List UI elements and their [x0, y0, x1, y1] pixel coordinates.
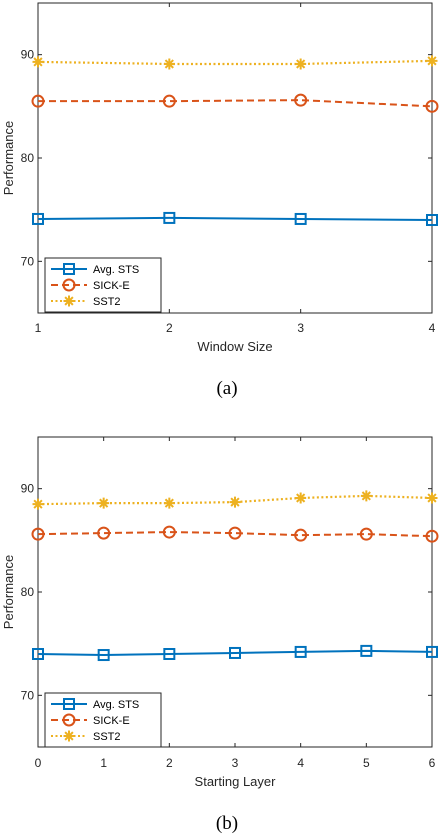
legend: Avg. STS SICK-E SST2	[44, 257, 162, 313]
series-avg-sts	[32, 644, 438, 662]
data-point	[162, 94, 176, 108]
legend-label: SICK-E	[93, 715, 130, 727]
legend-label: SST2	[93, 731, 121, 743]
y-axis-label: Performance	[1, 121, 16, 195]
data-point	[62, 713, 76, 727]
x-axis-label: Starting Layer	[195, 774, 277, 789]
x-tick-label: 3	[297, 321, 304, 335]
legend-label: SICK-E	[93, 280, 130, 292]
data-point	[426, 214, 438, 226]
legend-label: Avg. STS	[93, 699, 139, 711]
data-point	[294, 528, 308, 542]
x-tick-label: 5	[363, 756, 370, 770]
x-tick-label: 2	[166, 321, 173, 335]
series-sick-e	[31, 525, 439, 543]
data-point	[31, 527, 45, 541]
x-tick-label: 0	[35, 756, 42, 770]
chart-panel-a: 70 80 90 1 2 3 4 Window Size Performance Avg. STS…	[1, 2, 439, 399]
data-point	[163, 58, 175, 70]
y-tick-label: 80	[21, 151, 35, 165]
data-point	[32, 56, 44, 68]
data-point	[229, 646, 241, 659]
series-sst2	[32, 490, 438, 510]
data-point	[32, 212, 44, 225]
data-point	[163, 211, 176, 224]
data-point	[228, 526, 242, 540]
series-line	[37, 216, 433, 221]
series-line	[37, 649, 433, 657]
x-tick-label: 4	[297, 756, 304, 770]
chart-panel-b: 70 80 90 0 1 2 3 4 5 6 Starting Layer Performance Av…	[1, 436, 439, 834]
figure-caption: (a)	[216, 378, 237, 399]
data-point	[63, 263, 75, 275]
series-sst2	[32, 55, 438, 70]
y-tick-label: 90	[21, 482, 35, 496]
y-tick-label: 70	[21, 254, 35, 268]
legend: Avg. STS SICK-E SST2	[44, 692, 162, 748]
y-tick-label: 90	[21, 48, 35, 62]
figure-caption: (b)	[216, 813, 238, 834]
data-point	[360, 644, 373, 657]
x-tick-label: 1	[35, 321, 42, 335]
data-point	[163, 497, 175, 509]
x-tick-label: 3	[232, 756, 239, 770]
x-tick-label: 4	[429, 321, 436, 335]
data-point	[63, 698, 75, 710]
x-axis-label: Window Size	[197, 339, 272, 354]
data-point	[63, 295, 75, 307]
data-point	[294, 212, 307, 225]
data-point	[426, 492, 438, 504]
data-point	[359, 527, 373, 541]
y-tick-label: 80	[21, 585, 35, 599]
y-axis-label: Performance	[1, 555, 16, 629]
data-point	[229, 496, 241, 508]
legend-label: SST2	[93, 296, 121, 308]
data-point	[425, 529, 439, 543]
data-point	[294, 645, 307, 658]
data-point	[425, 99, 439, 113]
data-point	[163, 648, 176, 660]
data-point	[426, 645, 438, 658]
data-point	[32, 498, 44, 510]
data-point	[97, 649, 110, 662]
x-tick-label: 2	[166, 756, 173, 770]
data-point	[98, 497, 110, 509]
series-avg-sts	[32, 211, 438, 226]
data-point	[97, 526, 111, 540]
data-point	[426, 55, 438, 67]
x-tick-label: 1	[100, 756, 107, 770]
data-point	[295, 58, 307, 70]
data-point	[295, 492, 307, 504]
data-point	[294, 93, 308, 107]
legend-label: Avg. STS	[93, 264, 139, 276]
data-point	[62, 278, 76, 292]
y-tick-label: 70	[21, 688, 35, 702]
data-point	[31, 94, 45, 108]
x-tick-label: 6	[429, 756, 436, 770]
data-point	[360, 490, 372, 502]
series-sick-e	[31, 93, 439, 113]
data-point	[63, 730, 75, 742]
data-point	[162, 525, 176, 539]
data-point	[32, 648, 44, 660]
